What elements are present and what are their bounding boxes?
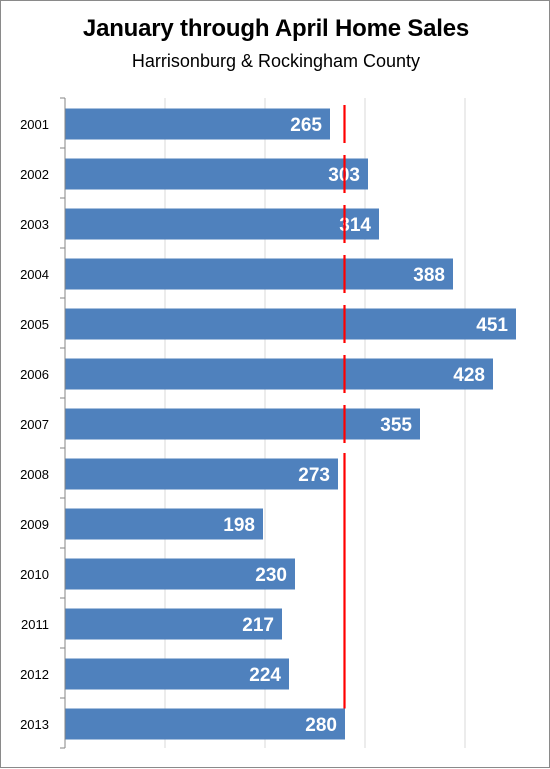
category-label-2004: 2004 (20, 267, 49, 282)
data-label-2001: 265 (290, 115, 322, 136)
chart-subtitle: Harrisonburg & Rockingham County (131, 51, 421, 71)
data-label-2012: 224 (249, 665, 281, 686)
category-label-2013: 2013 (20, 717, 49, 732)
data-label-2009: 198 (223, 515, 255, 536)
data-label-2004: 388 (413, 265, 445, 286)
bar-2008 (65, 458, 338, 490)
data-label-2005: 451 (476, 315, 508, 336)
data-label-2011: 217 (242, 615, 274, 636)
data-label-2008: 273 (298, 465, 330, 486)
category-label-2001: 2001 (20, 117, 49, 132)
category-label-2011: 2011 (21, 617, 49, 632)
bar-2001 (65, 108, 330, 140)
category-label-2006: 2006 (20, 367, 49, 382)
category-label-2005: 2005 (20, 317, 49, 332)
data-label-2007: 355 (380, 415, 412, 436)
category-label-2008: 2008 (20, 467, 49, 482)
category-label-2002: 2002 (20, 167, 49, 182)
data-label-2003: 314 (339, 215, 371, 236)
bar-2012 (65, 658, 289, 690)
bar-2003 (65, 208, 379, 240)
category-label-2009: 2009 (20, 517, 49, 532)
bar-2005 (65, 308, 516, 340)
bar-2007 (65, 408, 420, 440)
bar-2013 (65, 708, 345, 740)
category-label-2007: 2007 (20, 417, 49, 432)
bar-2011 (65, 608, 282, 640)
category-label-2003: 2003 (20, 217, 49, 232)
data-label-2013: 280 (305, 715, 337, 736)
chart-title: January through April Home Sales (82, 15, 470, 42)
data-label-2006: 428 (453, 365, 485, 386)
bar-2004 (65, 258, 453, 290)
bar-2010 (65, 558, 295, 590)
data-label-2010: 230 (255, 565, 287, 586)
category-label-2012: 2012 (20, 667, 49, 682)
bar-2006 (65, 358, 493, 390)
category-label-2010: 2010 (20, 567, 49, 582)
bar-2009 (65, 508, 263, 540)
bar-2002 (65, 158, 368, 190)
